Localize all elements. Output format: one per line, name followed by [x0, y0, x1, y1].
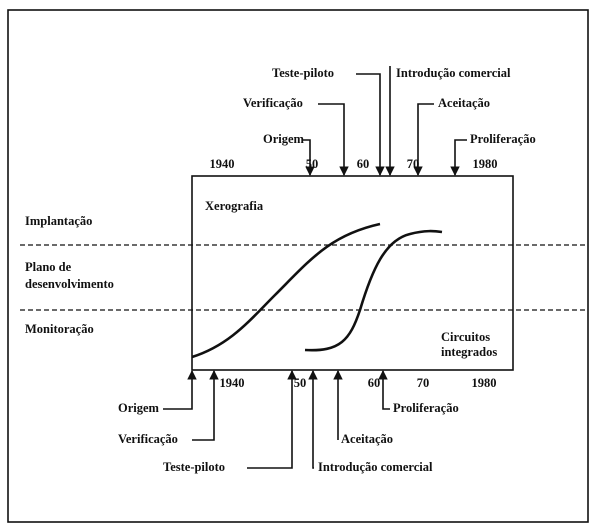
- arrow: [247, 370, 297, 469]
- annotation: Origem: [118, 401, 160, 415]
- curve-label: Circuitos: [441, 330, 490, 344]
- phase-label: Implantação: [25, 214, 92, 228]
- plot-box: [191, 175, 514, 371]
- arrow: [378, 370, 390, 410]
- annotation: Proliferação: [470, 132, 536, 146]
- frame: [7, 9, 589, 523]
- arrow: [356, 73, 385, 176]
- annotation: Proliferação: [393, 401, 459, 415]
- bottom-tick: 1980: [472, 376, 497, 390]
- phase-label: desenvolvimento: [25, 277, 114, 291]
- top-tick: 50: [306, 157, 319, 171]
- arrow: [303, 139, 315, 176]
- xerografia-curve: [191, 222, 381, 359]
- arrow: [413, 103, 434, 176]
- annotation: Aceitação: [438, 96, 490, 110]
- bottom-tick: 70: [417, 376, 430, 390]
- curve-label: integrados: [441, 345, 497, 359]
- top-tick: 1940: [210, 157, 235, 171]
- bottom-tick: 1940: [220, 376, 245, 390]
- bottom-tick: 50: [294, 376, 307, 390]
- phase-label: Monitoração: [25, 322, 94, 336]
- bottom-tick: 60: [368, 376, 381, 390]
- arrow: [192, 370, 219, 441]
- top-tick: 60: [357, 157, 370, 171]
- phase-label: Plano de: [25, 260, 72, 274]
- arrow: [163, 370, 197, 410]
- annotation: Verificação: [243, 96, 303, 110]
- circuitos-curve: [304, 229, 443, 352]
- arrow: [308, 370, 318, 469]
- annotation: Introdução comercial: [318, 460, 433, 474]
- curve-label: Xerografia: [205, 199, 264, 213]
- annotation: Origem: [263, 132, 305, 146]
- annotation: Teste-piloto: [163, 460, 225, 474]
- arrow: [318, 103, 349, 176]
- annotation: Teste-piloto: [272, 66, 334, 80]
- arrow: [450, 139, 467, 176]
- top-tick: 1980: [473, 157, 498, 171]
- annotation: Verificação: [118, 432, 178, 446]
- annotation: Introdução comercial: [396, 66, 511, 80]
- annotation: Aceitação: [341, 432, 393, 446]
